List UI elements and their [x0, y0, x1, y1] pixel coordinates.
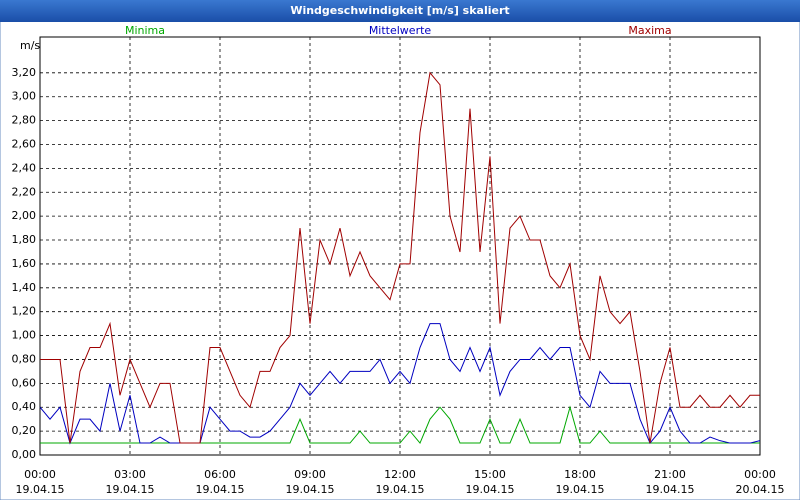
data-line	[40, 71, 760, 444]
x-tick-label: 09:00 19.04.15	[286, 468, 335, 496]
header-bar	[0, 0, 800, 22]
y-tick-label: 1,60	[12, 257, 37, 270]
data-line	[39, 323, 761, 445]
y-tick-label: 1,80	[12, 233, 37, 246]
y-tick-label: 2,60	[12, 137, 37, 150]
x-tick-label: 21:00 19.04.15	[646, 468, 695, 496]
y-tick-label: 2,00	[12, 209, 37, 222]
legend-entry: Mittelwerte	[369, 24, 432, 37]
legend-entry: Maxima	[628, 24, 671, 37]
x-tick-label: 00:00 19.04.15	[16, 468, 65, 496]
y-tick-label: 0,40	[12, 400, 37, 413]
y-tick-label: 1,40	[12, 281, 37, 294]
x-tick-label: 12:00 19.04.15	[376, 468, 425, 496]
y-tick-label: 3,20	[12, 66, 37, 79]
y-tick-label: 2,80	[12, 114, 37, 127]
x-tick-label: 06:00 19.04.15	[196, 468, 245, 496]
y-axis-label: m/s	[20, 39, 40, 52]
y-tick-label: 0,80	[12, 352, 37, 365]
y-tick-label: 2,40	[12, 161, 37, 174]
y-tick-label: 3,00	[12, 90, 37, 103]
y-tick-label: 0,00	[12, 448, 37, 461]
y-tick-label: 1,20	[12, 305, 37, 318]
x-tick-label: 18:00 19.04.15	[556, 468, 605, 496]
y-tick-label: 0,20	[12, 424, 37, 437]
chart-title: Windgeschwindigkeit [m/s] skaliert	[290, 4, 509, 17]
x-tick-label: 03:00 19.04.15	[106, 468, 155, 496]
data-line	[40, 405, 760, 445]
x-tick-label: 15:00 19.04.15	[466, 468, 515, 496]
y-tick-label: 1,00	[12, 329, 37, 342]
legend-entry: Minima	[125, 24, 165, 37]
x-tick-label: 00:00 20.04.15	[736, 468, 785, 496]
y-tick-label: 0,60	[12, 376, 37, 389]
y-tick-label: 2,20	[12, 185, 37, 198]
